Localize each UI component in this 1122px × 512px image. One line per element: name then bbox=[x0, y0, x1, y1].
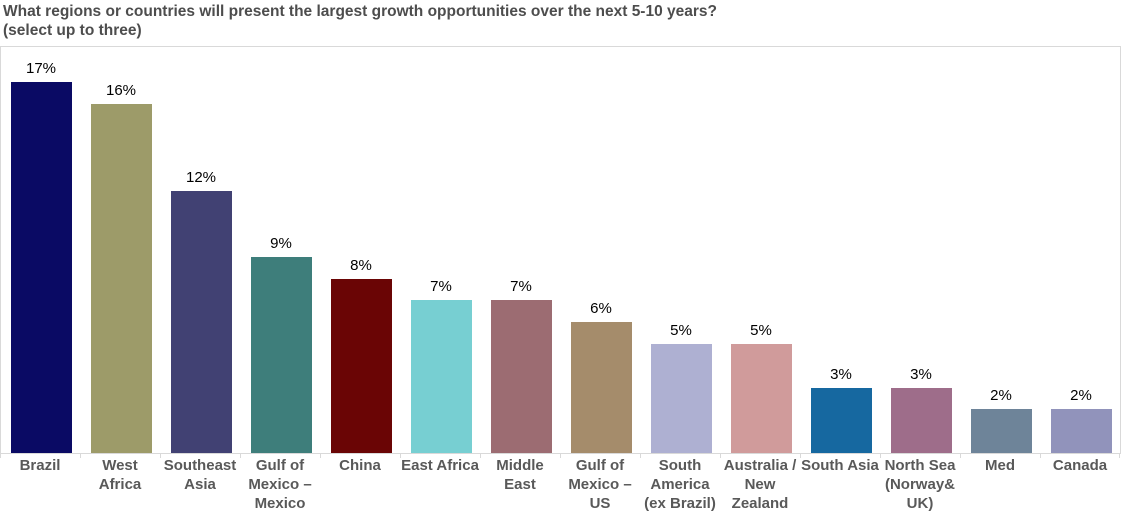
chart-title-line2: (select up to three) bbox=[3, 22, 142, 39]
x-axis-category-label: Brazil bbox=[19, 457, 61, 474]
bar-value-label: 7% bbox=[430, 278, 452, 296]
axis-tick bbox=[800, 453, 801, 458]
axis-tick bbox=[480, 453, 481, 458]
x-axis-category-label: Middle East bbox=[496, 457, 544, 493]
x-axis-category-label: North Sea (Norway& UK) bbox=[884, 457, 956, 512]
x-axis-category-label: South America (ex Brazil) bbox=[644, 457, 716, 512]
bar-value-label: 12% bbox=[185, 169, 217, 187]
axis-tick bbox=[1040, 453, 1041, 458]
bar-value-label: 3% bbox=[910, 365, 932, 383]
x-axis-category-label: China bbox=[339, 457, 381, 474]
bar bbox=[970, 409, 1032, 453]
bar bbox=[490, 300, 552, 453]
bar-value-label: 17% bbox=[25, 60, 57, 78]
x-axis-category-label: East Africa bbox=[401, 457, 479, 474]
bar-value-label: 5% bbox=[670, 322, 692, 339]
bar-value-label: 2% bbox=[990, 387, 1012, 405]
bar-value-label: 8% bbox=[350, 256, 372, 274]
axis-tick bbox=[720, 453, 721, 458]
bar-value-label: 9% bbox=[270, 234, 292, 252]
bar bbox=[250, 256, 312, 453]
plot-area: 17% 16% 12% 9% 8% 7% 7% 6% 5% 5% 3% 3% 2% 2% bbox=[0, 46, 1121, 454]
bar bbox=[170, 191, 232, 453]
bar-value-label: 3% bbox=[830, 365, 852, 383]
bar bbox=[410, 300, 472, 453]
chart-title-line1: What regions or countries will present t… bbox=[3, 3, 717, 20]
axis-tick bbox=[560, 453, 561, 458]
axis-tick bbox=[80, 453, 81, 458]
bar bbox=[10, 82, 72, 453]
bar bbox=[90, 104, 152, 453]
bar bbox=[810, 387, 872, 453]
axis-tick bbox=[1119, 453, 1120, 458]
bar-value-label: 6% bbox=[590, 300, 612, 318]
x-axis-category-label: Gulf of Mexico – Mexico bbox=[248, 457, 312, 512]
axis-tick bbox=[320, 453, 321, 458]
axis-tick bbox=[240, 453, 241, 458]
bar bbox=[1050, 409, 1112, 453]
bar bbox=[730, 344, 792, 453]
x-axis-category-label: Gulf of Mexico – US bbox=[568, 457, 632, 512]
axis-tick bbox=[960, 453, 961, 458]
bar bbox=[650, 344, 712, 453]
bar bbox=[330, 278, 392, 453]
axis-tick bbox=[400, 453, 401, 458]
x-axis-category-label: Canada bbox=[1052, 457, 1108, 474]
bar-value-label: 2% bbox=[1070, 387, 1092, 405]
axis-tick bbox=[0, 453, 1, 458]
bar bbox=[570, 322, 632, 453]
x-axis-category-label: Australia / New Zealand bbox=[723, 457, 797, 512]
chart-title: What regions or countries will present t… bbox=[3, 2, 1113, 40]
x-axis-category-label: South Asia bbox=[801, 457, 879, 474]
bar bbox=[890, 387, 952, 453]
x-axis-category-label: Southeast Asia bbox=[163, 457, 237, 493]
axis-tick bbox=[880, 453, 881, 458]
axis-tick bbox=[160, 453, 161, 458]
bar-value-label: 16% bbox=[105, 82, 137, 100]
bar-value-label: 5% bbox=[750, 322, 772, 339]
axis-tick bbox=[640, 453, 641, 458]
x-axis-category-label: Med bbox=[985, 457, 1015, 474]
bar-value-label: 7% bbox=[510, 278, 532, 296]
x-axis-category-label: West Africa bbox=[98, 457, 142, 493]
